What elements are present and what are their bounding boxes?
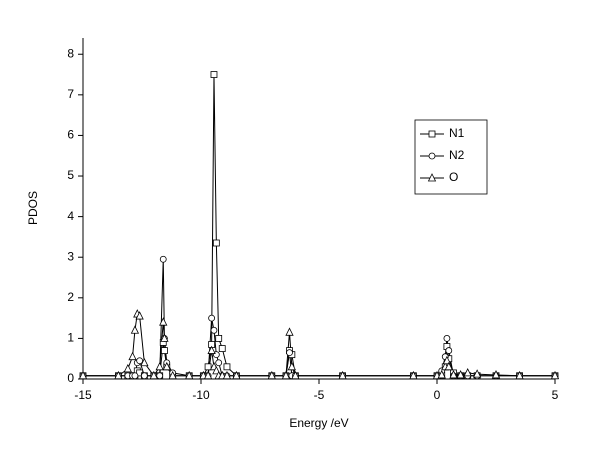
marker bbox=[140, 357, 149, 367]
series-line bbox=[83, 313, 555, 377]
marker bbox=[185, 370, 194, 380]
marker bbox=[78, 370, 88, 380]
marker bbox=[218, 345, 226, 352]
marker bbox=[215, 335, 223, 342]
marker bbox=[136, 357, 144, 365]
marker bbox=[463, 368, 472, 377]
marker bbox=[208, 314, 216, 322]
legend-label: N1 bbox=[449, 126, 465, 140]
y-tick-label: 8 bbox=[67, 46, 74, 60]
marker bbox=[123, 363, 132, 373]
legend-label: O bbox=[449, 170, 458, 184]
x-tick-label: 5 bbox=[552, 388, 559, 402]
legend-label: N2 bbox=[449, 148, 465, 162]
marker bbox=[160, 333, 169, 342]
marker bbox=[287, 361, 297, 371]
marker bbox=[445, 347, 453, 354]
marker bbox=[550, 370, 560, 380]
marker bbox=[155, 361, 164, 371]
marker bbox=[131, 372, 139, 380]
marker bbox=[210, 71, 218, 78]
marker bbox=[222, 370, 232, 380]
marker bbox=[161, 347, 168, 354]
marker bbox=[442, 355, 452, 365]
series-line bbox=[83, 259, 555, 377]
marker bbox=[168, 370, 177, 380]
marker bbox=[428, 152, 436, 160]
marker bbox=[149, 370, 158, 380]
marker bbox=[162, 361, 171, 371]
marker bbox=[267, 370, 276, 380]
marker bbox=[443, 335, 451, 342]
marker bbox=[281, 370, 291, 380]
marker bbox=[472, 369, 482, 378]
marker bbox=[156, 372, 164, 380]
y-tick-label: 7 bbox=[67, 87, 74, 101]
marker bbox=[291, 370, 300, 380]
x-tick-label: -10 bbox=[192, 388, 210, 402]
y-tick-label: 3 bbox=[67, 249, 74, 263]
marker bbox=[409, 370, 418, 380]
marker bbox=[456, 370, 465, 379]
marker bbox=[338, 370, 347, 380]
x-tick-label: -15 bbox=[74, 388, 92, 402]
marker bbox=[159, 317, 168, 326]
x-axis-label: Energy /eV bbox=[289, 416, 348, 430]
marker bbox=[515, 370, 524, 380]
legend-box bbox=[414, 119, 488, 195]
y-tick-label: 0 bbox=[67, 371, 74, 385]
marker bbox=[128, 351, 137, 361]
y-tick-label: 4 bbox=[67, 209, 74, 223]
marker bbox=[130, 325, 140, 334]
marker bbox=[428, 130, 436, 138]
x-tick-label: 0 bbox=[434, 388, 441, 402]
marker bbox=[140, 372, 148, 380]
marker bbox=[135, 311, 144, 320]
marker bbox=[215, 359, 223, 367]
y-tick-label: 6 bbox=[67, 128, 74, 142]
marker bbox=[285, 327, 294, 336]
marker bbox=[232, 370, 241, 380]
y-axis-label: PDOS bbox=[26, 191, 40, 225]
marker bbox=[212, 239, 220, 247]
x-tick-label: -5 bbox=[314, 388, 325, 402]
marker bbox=[204, 363, 212, 371]
marker bbox=[444, 361, 453, 371]
marker bbox=[491, 370, 501, 379]
y-tick-label: 2 bbox=[67, 290, 74, 304]
marker bbox=[427, 173, 437, 182]
marker bbox=[114, 370, 123, 380]
y-tick-label: 5 bbox=[67, 168, 74, 182]
marker bbox=[203, 370, 213, 380]
marker bbox=[286, 349, 293, 357]
marker bbox=[449, 370, 458, 379]
marker bbox=[223, 363, 231, 371]
marker bbox=[207, 345, 216, 354]
marker bbox=[159, 255, 167, 263]
marker bbox=[437, 370, 446, 379]
marker bbox=[210, 326, 218, 334]
y-tick-label: 1 bbox=[67, 331, 74, 345]
